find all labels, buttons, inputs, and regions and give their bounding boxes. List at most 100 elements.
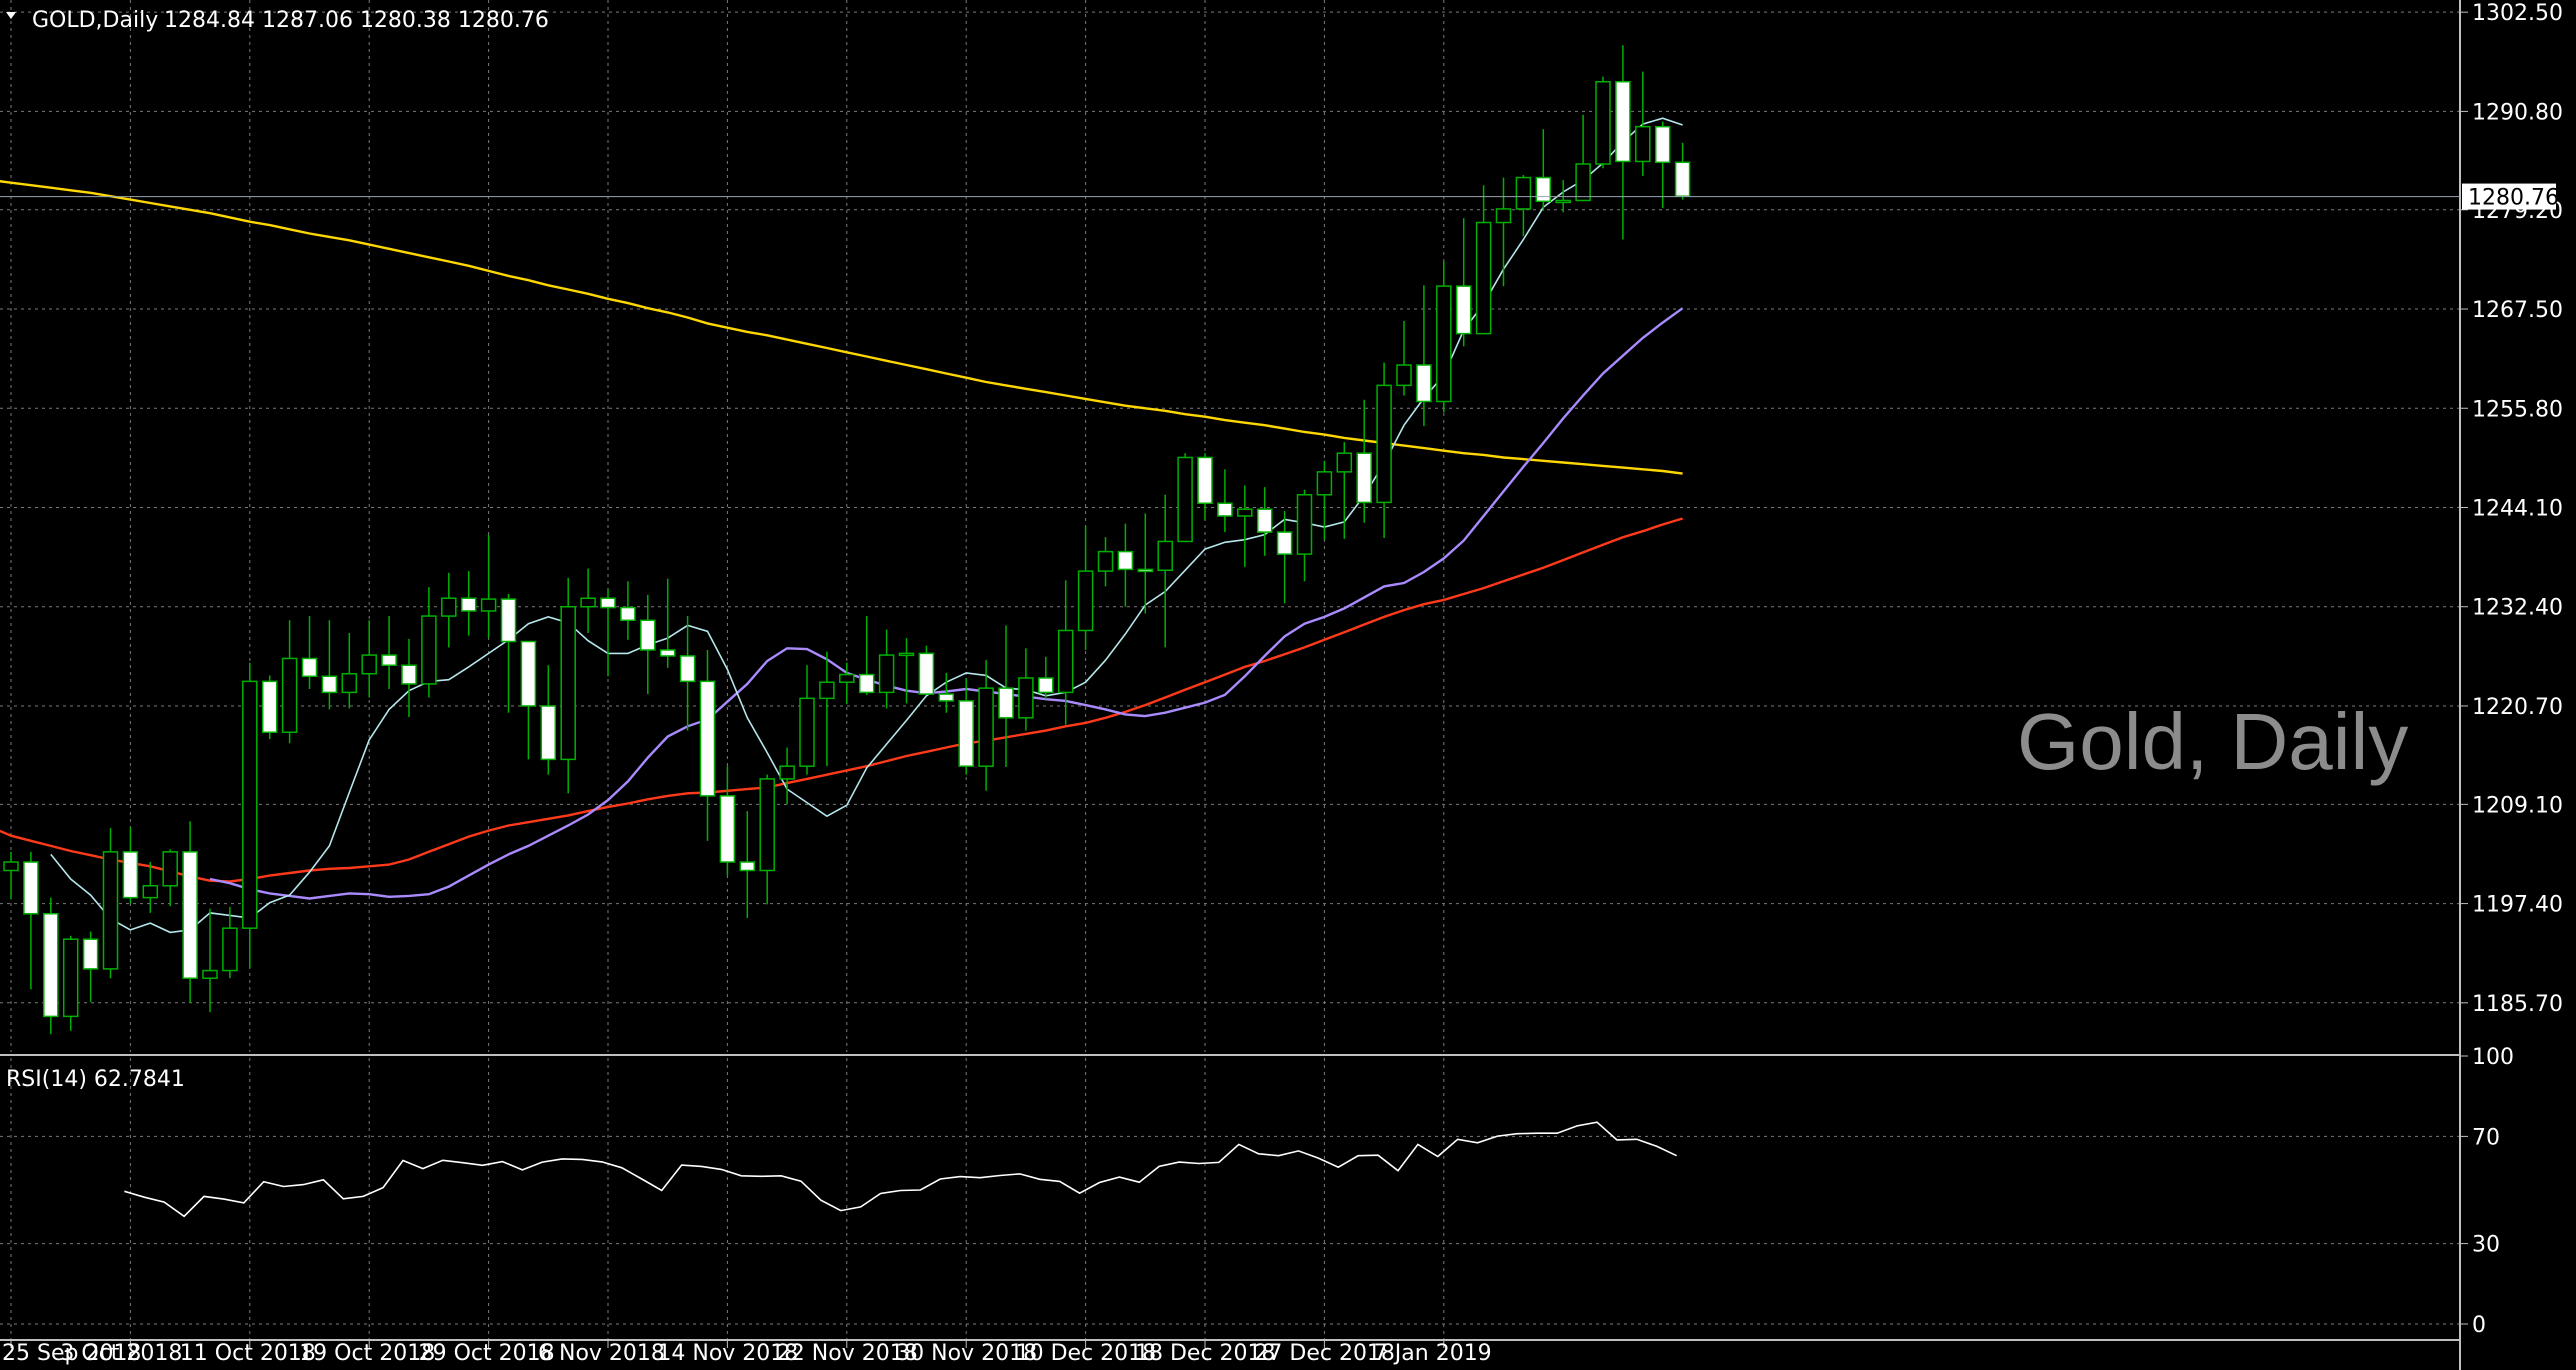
candle-body-bear [679, 655, 696, 683]
candle-body-bull [361, 654, 377, 675]
candle-body-bear [1137, 568, 1154, 573]
candles [3, 45, 1691, 1035]
candle-body-bear [1356, 452, 1372, 504]
candle-body-bull [102, 851, 119, 970]
time-tick-label: 14 Nov 2018 [657, 1341, 798, 1366]
price-tick-label: 1232.40 [2472, 596, 2563, 621]
price-tick-label: 1209.10 [2472, 793, 2563, 818]
candle-body-bull [441, 597, 457, 617]
candle-body-bear [719, 795, 736, 863]
rsi-tick-label: 0 [2472, 1313, 2486, 1338]
candle-body-bear [620, 606, 636, 622]
candle-body-bull [1635, 125, 1651, 163]
grid-lines [0, 0, 2460, 1340]
price-tick-label: 1185.70 [2472, 992, 2563, 1017]
candle-body-bear [460, 597, 477, 612]
price-tick-label: 1244.10 [2472, 496, 2563, 521]
candle-body-bear [600, 597, 616, 609]
candle-body-bull [560, 605, 576, 761]
candle-body-bull [142, 885, 159, 899]
candle-body-bear [938, 693, 955, 702]
candle-body-bull [1575, 163, 1591, 202]
candle-body-bear [958, 700, 974, 767]
candle-body-bull [1396, 364, 1412, 387]
candle-body-bull [819, 681, 835, 700]
candle-body-bear [1038, 677, 1054, 694]
candle-body-bear [1615, 80, 1631, 163]
candle-body-bear [1276, 531, 1293, 555]
candle-body-bear [1654, 125, 1671, 164]
candle-body-bull [1495, 208, 1512, 224]
candle-body-bull [1097, 550, 1114, 572]
candle-body-bull [480, 598, 497, 612]
candle-body-bull [62, 938, 79, 1018]
candle-body-bull [1057, 629, 1074, 694]
candle-body-bull [580, 597, 596, 608]
candle-body-bear [1674, 161, 1691, 197]
candle-body-bear [1455, 285, 1472, 335]
candle-body-bull [341, 672, 358, 694]
time-tick-label: 19 Oct 2018 [299, 1341, 435, 1366]
candle-body-bull [1237, 508, 1253, 517]
candle-body-bull [878, 654, 895, 694]
candle-body-bull [162, 851, 178, 887]
candle-body-bull [799, 697, 815, 767]
candle-body-bear [640, 619, 656, 651]
current-price-tag [2462, 183, 2556, 210]
rsi-tick-label: 100 [2472, 1045, 2514, 1070]
moving-average-line [0, 517, 1683, 883]
candle-body-bull [1157, 540, 1173, 572]
time-tick-label: 18 Dec 2018 [1135, 1341, 1276, 1366]
candle-body-bull [242, 680, 258, 929]
candle-body-bear [998, 687, 1014, 719]
time-tick-label: 6 Nov 2018 [538, 1341, 665, 1366]
candle-body-bear [43, 913, 59, 1018]
candle-body-bear [401, 664, 417, 685]
candle-body-bull [1296, 494, 1313, 555]
current-price-tag-label: 1280.76 [2468, 186, 2559, 211]
price-tick-label: 1255.80 [2472, 397, 2563, 422]
candle-body-bull [202, 969, 218, 979]
rsi-label: RSI(14) 62.7841 [6, 1067, 185, 1092]
candle-body-bear [1535, 176, 1552, 203]
candle-body-bear [699, 680, 716, 797]
candle-body-bull [1555, 199, 1571, 204]
watermark: Gold, Daily [2017, 697, 2408, 786]
candle-body-bull [1336, 452, 1353, 473]
candle-body-bull [1177, 456, 1193, 543]
moving-average-line [50, 117, 1683, 934]
time-tick-label: 30 Nov 2018 [896, 1341, 1037, 1366]
candle-body-bull [779, 765, 795, 780]
rsi-tick-label: 70 [2472, 1125, 2500, 1150]
candle-body-bear [918, 652, 935, 695]
price-tick-label: 1302.50 [2472, 1, 2563, 26]
time-tick-label: 27 Dec 2018 [1254, 1341, 1395, 1366]
ohlc-values: 1284.84 1287.06 1280.38 1280.76 [164, 8, 549, 33]
candle-body-bear [659, 649, 676, 657]
dropdown-triangle-icon[interactable] [6, 12, 16, 19]
candle-body-bull [222, 927, 238, 972]
candle-body-bull [1595, 80, 1611, 165]
symbol-label: GOLD,Daily [32, 8, 158, 33]
rsi-indicator [124, 1121, 1677, 1218]
candle-body-bull [1376, 384, 1392, 504]
candle-body-bear [1217, 502, 1233, 517]
price-tick-label: 1220.70 [2472, 695, 2563, 720]
price-tick-label: 1290.80 [2472, 100, 2563, 125]
price-tick-label: 1267.50 [2472, 298, 2563, 323]
time-tick-label: 29 Oct 2018 [419, 1341, 555, 1366]
candle-body-bear [520, 640, 537, 707]
candle-body-bull [839, 673, 855, 683]
time-tick-label: 3 Oct 2018 [60, 1341, 182, 1366]
candle-body-bull [1316, 471, 1333, 496]
time-tick-label: 22 Nov 2018 [777, 1341, 918, 1366]
candle-body-bull [1475, 221, 1492, 335]
candle-body-bull [1077, 570, 1094, 632]
candle-body-bull [1018, 677, 1034, 719]
price-tick-label: 1197.40 [2472, 893, 2563, 918]
candle-body-bull [978, 687, 994, 767]
candle-body-bear [381, 654, 397, 666]
